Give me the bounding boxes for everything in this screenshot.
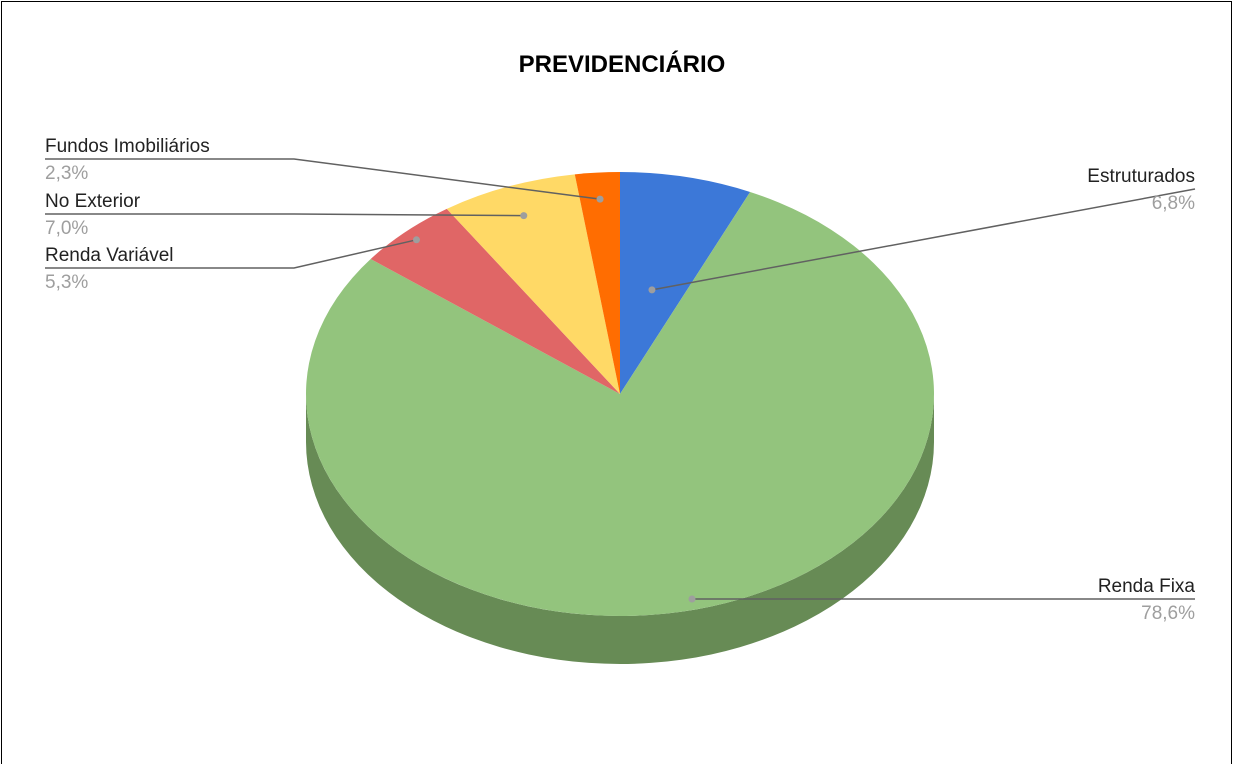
slice-value-renda-fixa: 78,6%: [1141, 603, 1195, 624]
slice-value-renda-variavel: 5,3%: [45, 272, 88, 293]
slice-label-fundos-imobiliarios: Fundos Imobiliários: [45, 136, 210, 157]
chart-title: PREVIDENCIÁRIO: [519, 50, 726, 78]
slice-value-fundos-imobiliarios: 2,3%: [45, 163, 88, 184]
slice-value-no-exterior: 7,0%: [45, 218, 88, 239]
slice-label-renda-variavel: Renda Variável: [45, 245, 174, 266]
leader-dot-no-exterior: [520, 212, 527, 219]
leader-dot-estruturados: [648, 286, 655, 293]
leader-dot-renda-fixa: [689, 596, 696, 603]
leader-dot-fundos-imobiliarios: [597, 196, 604, 203]
leader-dot-renda-variavel: [413, 236, 420, 243]
slice-label-no-exterior: No Exterior: [45, 191, 141, 212]
pie-slices: [306, 172, 934, 616]
slice-label-estruturados: Estruturados: [1087, 166, 1195, 187]
slice-value-estruturados: 6,8%: [1152, 193, 1195, 214]
slice-label-renda-fixa: Renda Fixa: [1098, 576, 1196, 597]
